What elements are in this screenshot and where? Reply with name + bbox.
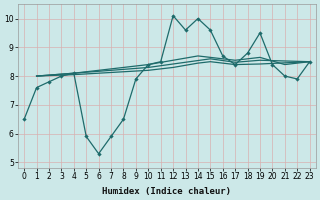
- X-axis label: Humidex (Indice chaleur): Humidex (Indice chaleur): [102, 187, 231, 196]
